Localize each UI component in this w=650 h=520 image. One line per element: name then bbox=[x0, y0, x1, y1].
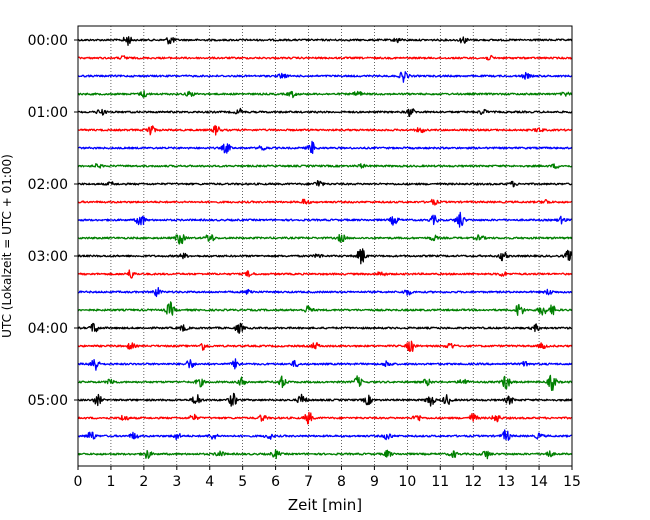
seismic-trace bbox=[77, 36, 573, 46]
seismic-trace bbox=[77, 287, 573, 298]
trace-group bbox=[77, 36, 573, 460]
x-tick-label: 13 bbox=[497, 474, 515, 490]
seismic-trace bbox=[77, 429, 573, 441]
seismic-trace bbox=[77, 180, 573, 188]
x-tick-label: 11 bbox=[431, 474, 449, 490]
y-tick-label: 01:00 bbox=[28, 105, 68, 121]
y-tick-label: 05:00 bbox=[28, 393, 68, 409]
x-tick-label: 0 bbox=[74, 474, 83, 490]
y-tick-label: 00:00 bbox=[28, 33, 68, 49]
x-tick-label: 1 bbox=[106, 474, 115, 490]
seismic-trace bbox=[77, 163, 573, 170]
plot-frame bbox=[77, 25, 573, 467]
seismic-trace bbox=[77, 449, 573, 460]
y-tick-label: 03:00 bbox=[28, 249, 68, 265]
seismic-trace bbox=[77, 71, 573, 83]
seismic-trace bbox=[77, 233, 573, 245]
x-tick-label: 3 bbox=[172, 474, 181, 490]
x-axis-ticks: 0 1 2 3 4 5 6 7 8 9 10 11 12 13 14 15 bbox=[74, 466, 581, 490]
seismic-trace bbox=[77, 374, 573, 392]
y-tick-label: 02:00 bbox=[28, 177, 68, 193]
x-tick-label: 12 bbox=[464, 474, 482, 490]
seismic-trace bbox=[77, 124, 573, 136]
y-tick-label: 04:00 bbox=[28, 321, 68, 337]
seismic-trace bbox=[77, 248, 573, 265]
y-axis-label: UTC (Lokalzeit = UTC + 01:00) bbox=[0, 154, 14, 338]
x-tick-label: 10 bbox=[398, 474, 416, 490]
seismic-trace bbox=[77, 269, 573, 279]
seismic-trace bbox=[77, 411, 573, 425]
seismic-trace bbox=[77, 54, 573, 61]
seismic-trace bbox=[77, 358, 573, 371]
x-tick-label: 9 bbox=[370, 474, 379, 490]
seismic-trace bbox=[77, 198, 573, 206]
x-tick-label: 2 bbox=[139, 474, 148, 490]
x-tick-label: 15 bbox=[563, 474, 581, 490]
seismic-trace bbox=[77, 211, 573, 228]
seismic-trace bbox=[77, 107, 573, 118]
y-axis-ticks: 00:00 01:00 02:00 03:00 04:00 05:00 bbox=[28, 33, 78, 409]
seismic-trace bbox=[77, 90, 573, 99]
seismic-trace bbox=[77, 140, 573, 154]
x-tick-label: 6 bbox=[271, 474, 280, 490]
x-tick-label: 4 bbox=[205, 474, 214, 490]
seismic-trace bbox=[77, 301, 573, 316]
seismic-trace bbox=[77, 340, 573, 352]
x-tick-label: 8 bbox=[337, 474, 346, 490]
x-tick-label: 14 bbox=[530, 474, 548, 490]
x-tick-label: 5 bbox=[238, 474, 247, 490]
seismic-trace bbox=[77, 322, 573, 334]
x-tick-label: 7 bbox=[304, 474, 313, 490]
seismic-trace bbox=[77, 392, 573, 407]
x-axis-label: Zeit [min] bbox=[288, 496, 362, 514]
